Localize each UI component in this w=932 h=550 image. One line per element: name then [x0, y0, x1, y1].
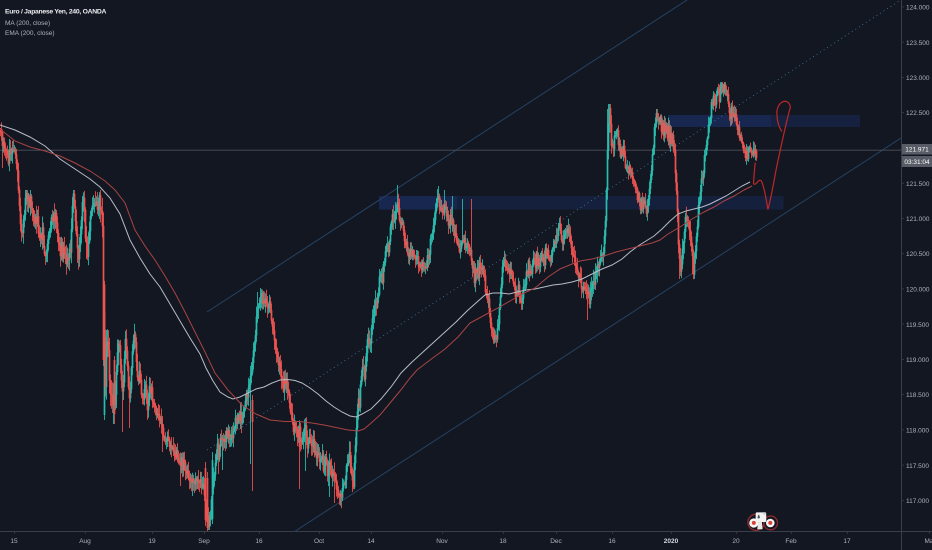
svg-text:2020: 2020	[664, 538, 679, 545]
svg-text:15: 15	[10, 538, 18, 545]
svg-text:122.500: 122.500	[906, 110, 930, 117]
svg-text:03:31:04: 03:31:04	[904, 159, 930, 166]
svg-text:Euro / Japanese Yen, 240, OAND: Euro / Japanese Yen, 240, OANDA	[5, 9, 106, 16]
svg-text:123.000: 123.000	[906, 75, 930, 82]
svg-text:14: 14	[367, 538, 375, 545]
svg-text:19: 19	[148, 538, 156, 545]
svg-text:Feb: Feb	[785, 538, 797, 545]
svg-text:Nov: Nov	[436, 538, 448, 545]
svg-text:Sep: Sep	[198, 538, 210, 545]
svg-text:121.971: 121.971	[905, 147, 929, 154]
svg-text:20: 20	[732, 538, 740, 545]
svg-text:119.000: 119.000	[906, 357, 929, 364]
svg-text:120.000: 120.000	[906, 287, 930, 294]
svg-text:117.000: 117.000	[906, 498, 929, 505]
svg-text:18: 18	[499, 538, 507, 545]
svg-text:Dec: Dec	[550, 538, 562, 545]
svg-text:17: 17	[843, 538, 851, 545]
svg-text:MA (200, close): MA (200, close)	[5, 20, 50, 27]
svg-text:121.000: 121.000	[906, 216, 930, 223]
svg-text:120.500: 120.500	[906, 251, 930, 258]
svg-text:119.500: 119.500	[906, 322, 929, 329]
svg-text:16: 16	[608, 538, 616, 545]
svg-text:Ma: Ma	[924, 538, 932, 545]
svg-text:121.500: 121.500	[906, 181, 930, 188]
svg-text:Aug: Aug	[79, 538, 91, 545]
svg-text:16: 16	[255, 538, 263, 545]
svg-text:117.500: 117.500	[906, 463, 929, 470]
svg-text:124.000: 124.000	[906, 5, 930, 12]
svg-text:Oct: Oct	[314, 538, 324, 545]
svg-text:118.000: 118.000	[906, 428, 929, 435]
svg-text:EMA (200, close): EMA (200, close)	[5, 30, 55, 37]
svg-text:123.500: 123.500	[906, 40, 930, 47]
svg-text:118.500: 118.500	[906, 392, 929, 399]
